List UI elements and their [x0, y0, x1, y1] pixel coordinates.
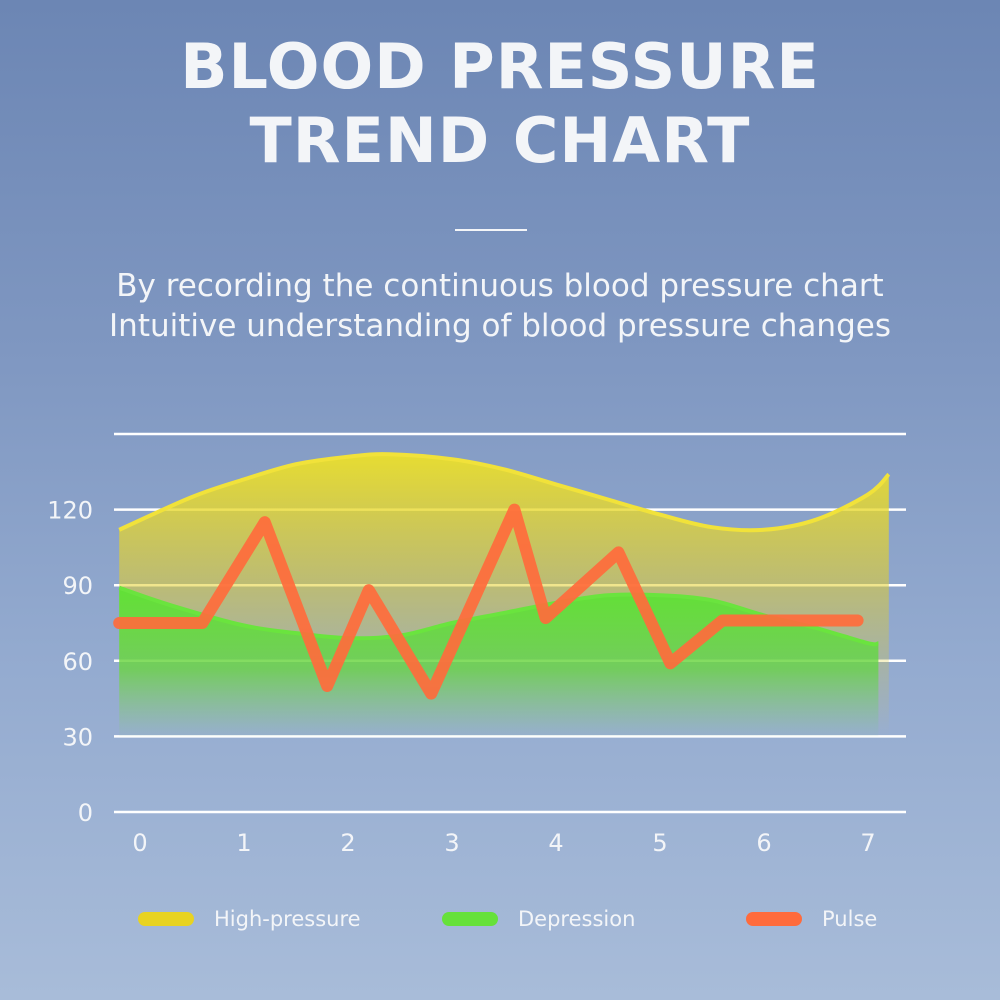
legend-item-low: Depression [442, 904, 635, 934]
title-line-1: BLOOD PRESSURE [180, 30, 820, 103]
legend-label-pulse: Pulse [822, 907, 878, 931]
legend-label-low: Depression [518, 907, 636, 931]
area-edge-high-pressure [118, 452, 891, 533]
x-tick-label: 0 [132, 829, 147, 857]
legend-swatch-low [442, 912, 498, 926]
x-tick-label: 1 [236, 829, 251, 857]
x-tick-label: 4 [548, 829, 563, 857]
line-layer [113, 503, 864, 700]
title-line-2: TREND CHART [249, 104, 751, 177]
legend-swatch-pulse [746, 912, 802, 926]
y-tick-label: 30 [62, 723, 93, 751]
x-tick-label: 5 [652, 829, 667, 857]
y-tick-label: 90 [62, 572, 93, 600]
subtitle: By recording the continuous blood pressu… [0, 266, 1000, 346]
subtitle-line-2: Intuitive understanding of blood pressur… [109, 308, 891, 344]
legend-swatch-high [138, 912, 194, 926]
title-divider [455, 229, 527, 231]
subtitle-line-1: By recording the continuous blood pressu… [116, 268, 884, 304]
axis-labels: 0 30 60 90 120 0 1 2 3 4 5 6 7 [47, 497, 875, 857]
legend-item-pulse: Pulse [746, 904, 877, 934]
legend-label-high: High-pressure [214, 907, 361, 931]
x-tick-label: 7 [860, 829, 875, 857]
y-tick-label: 120 [47, 497, 93, 525]
legend-item-high: High-pressure [138, 904, 361, 934]
y-tick-label: 0 [78, 799, 93, 827]
area-depression [119, 587, 879, 737]
x-tick-label: 6 [756, 829, 771, 857]
area-layer [118, 452, 891, 737]
x-tick-label: 3 [444, 829, 459, 857]
page-title: BLOOD PRESSURE TREND CHART [0, 30, 1000, 178]
y-tick-label: 60 [62, 648, 93, 676]
x-tick-label: 2 [340, 829, 355, 857]
